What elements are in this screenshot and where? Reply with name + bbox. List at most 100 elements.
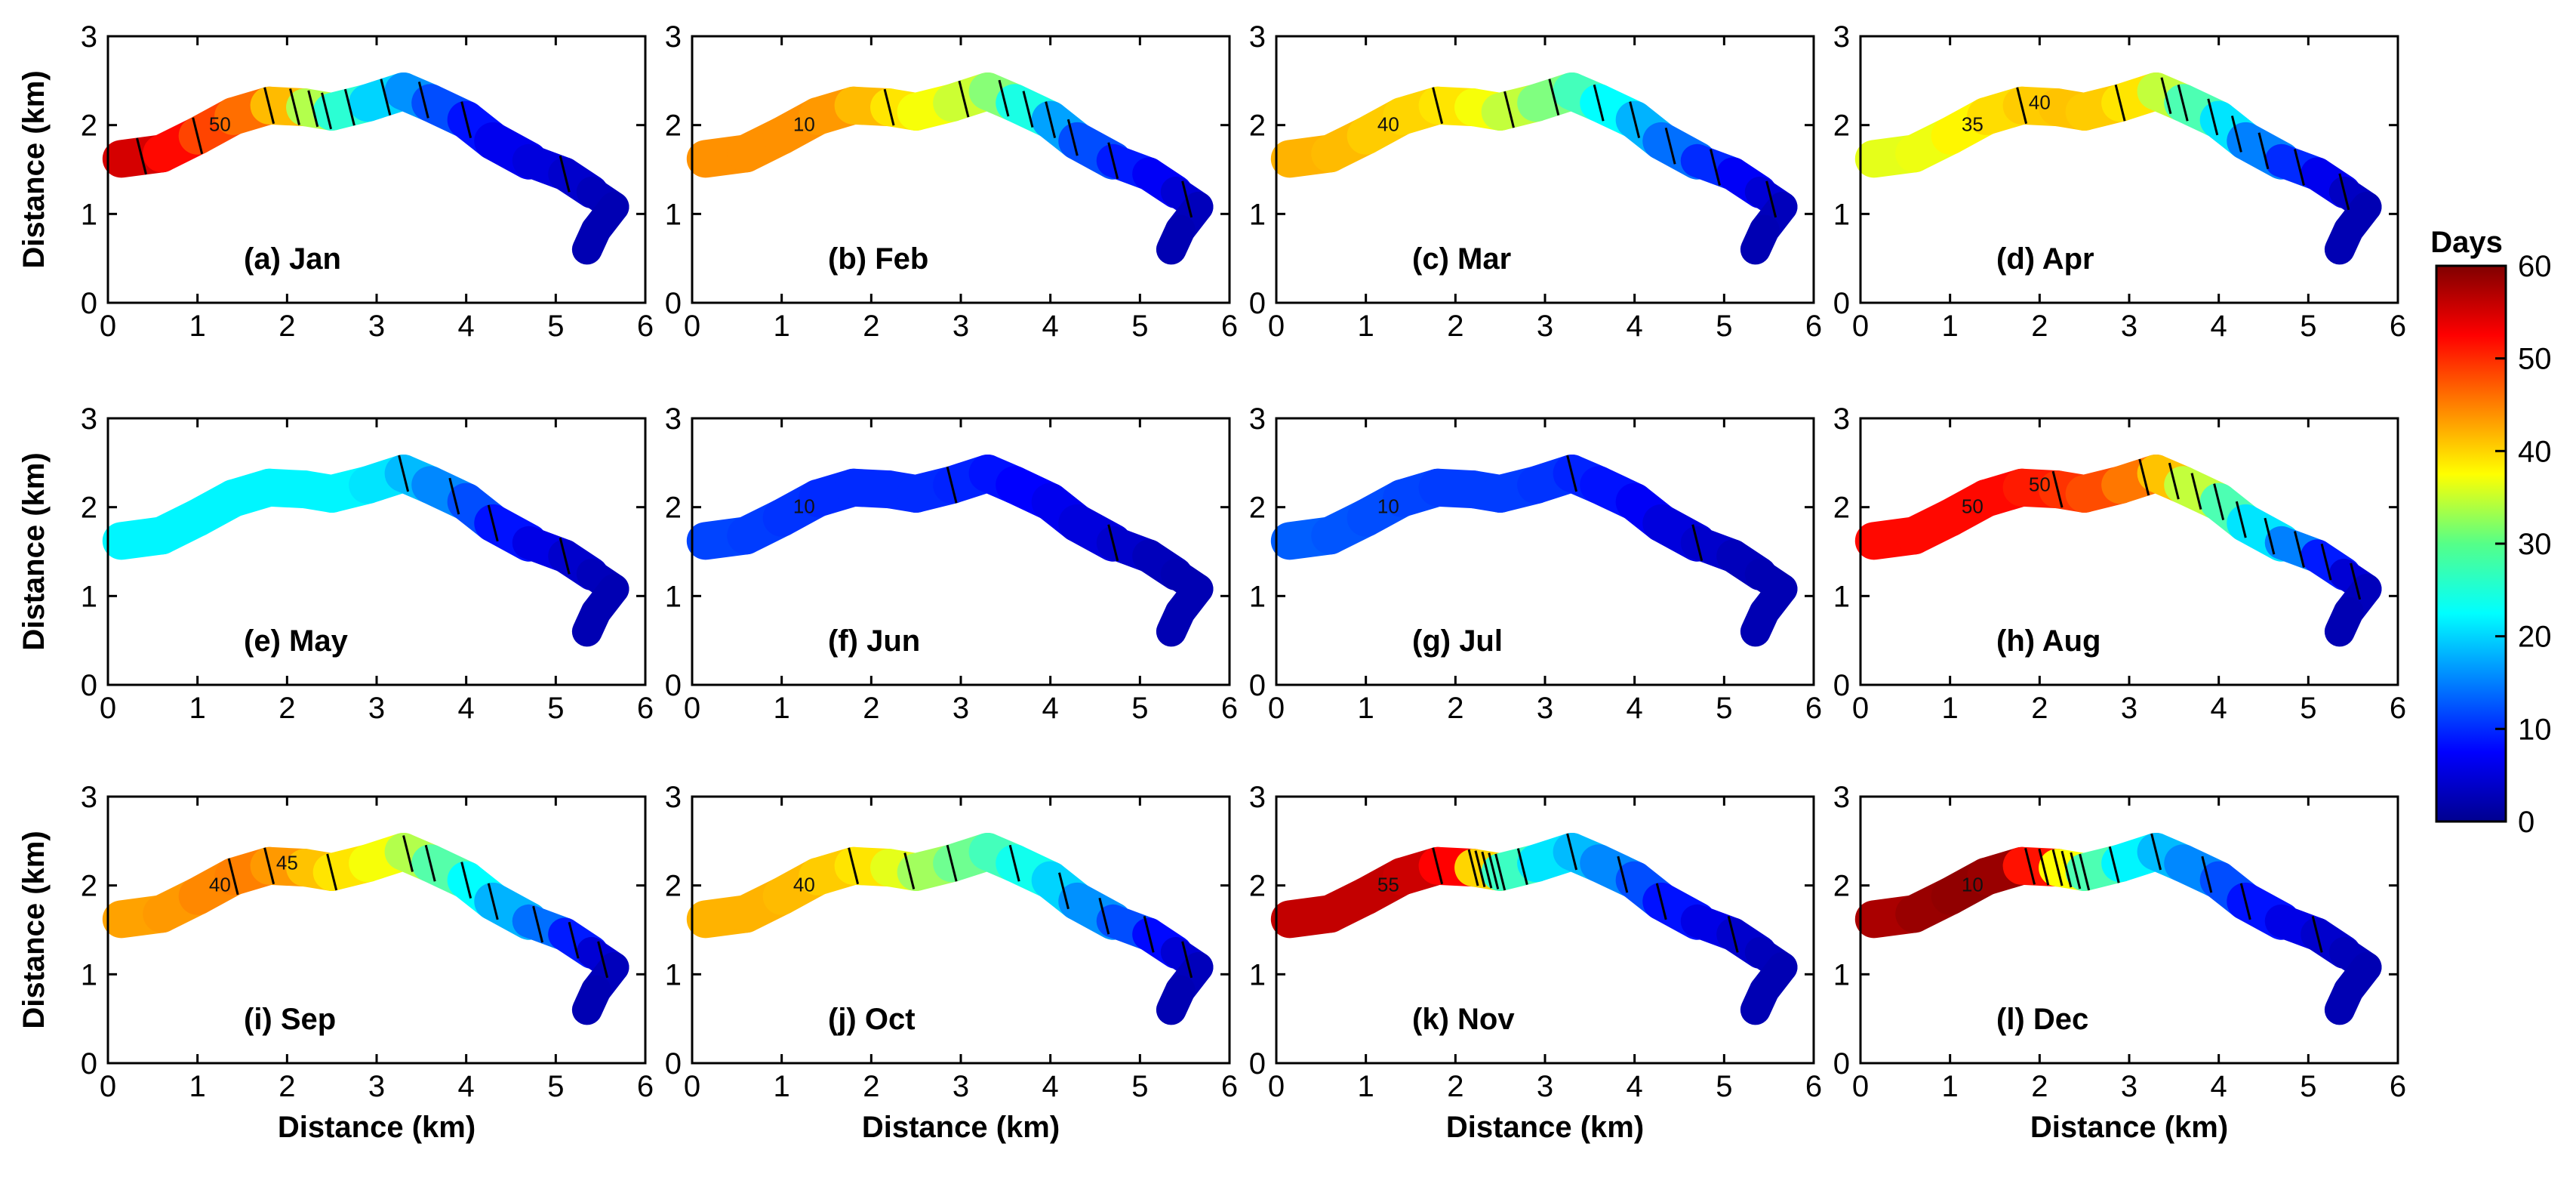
channel-segment (571, 214, 611, 265)
y-tick-label: 1 (1249, 580, 1266, 613)
channel-segment (2324, 975, 2364, 1025)
contour-line (1664, 127, 1676, 165)
x-tick-label: 2 (279, 310, 295, 343)
y-tick-label: 3 (665, 402, 682, 436)
x-tick-label: 2 (2031, 692, 2048, 725)
panel-7: 10 0 1 2 3 4 5 6 0 1 2 3 (g) Jul (1249, 402, 1822, 725)
colorbar: Days 0 10 20 30 40 50 60 (2430, 226, 2551, 839)
contour-line (192, 117, 204, 155)
x-tick-label: 1 (774, 310, 790, 343)
x-tick-label: 2 (863, 310, 879, 343)
x-tick-label: 4 (458, 1070, 475, 1103)
x-tick-label: 1 (1358, 310, 1374, 343)
contour-line (1143, 916, 1155, 953)
y-tick-label: 2 (665, 870, 682, 903)
x-tick-label: 3 (1537, 1070, 1553, 1103)
x-tick-label: 0 (100, 692, 116, 725)
panel-5: 0 1 2 3 4 5 6 0 1 2 3 (e) May Distance (km) (17, 402, 654, 725)
contour-line (532, 905, 544, 943)
contour-line (2114, 84, 2126, 122)
panel-label: (c) Mar (1412, 242, 1511, 276)
contour-line (2150, 833, 2162, 871)
y-tick-label: 0 (1249, 287, 1266, 320)
contour-line (1181, 941, 1193, 979)
contour-line (2108, 846, 2120, 883)
x-axis-title: Distance (km) (278, 1111, 475, 1144)
y-tick-label: 1 (665, 198, 682, 231)
contour-line (307, 90, 319, 128)
y-axis-title: Distance (km) (17, 452, 51, 650)
contour-line (263, 87, 275, 125)
x-tick-label: 0 (684, 1070, 700, 1103)
y-tick-label: 2 (665, 109, 682, 143)
contour-line (2070, 852, 2082, 889)
contour-line (1566, 455, 1578, 492)
contour-label: 40 (793, 874, 815, 896)
y-tick-label: 0 (81, 1047, 97, 1081)
contour-line (1710, 149, 1721, 186)
contour-line (1022, 91, 1034, 128)
colorbar-tick-label: 30 (2518, 528, 2552, 561)
contour-line (2160, 77, 2172, 115)
contour-label: 10 (793, 113, 815, 136)
y-tick-label: 2 (1249, 870, 1266, 903)
contour-line (559, 538, 571, 575)
channel-segment (571, 597, 611, 647)
x-tick-label: 4 (458, 310, 475, 343)
y-tick-label: 1 (1833, 198, 1850, 231)
contour-label: 50 (1962, 495, 1984, 518)
panel-label: (i) Sep (244, 1003, 336, 1036)
contour-line (597, 941, 609, 979)
contour-label: 50 (209, 113, 231, 136)
x-tick-label: 0 (1268, 310, 1285, 343)
contour-line (1691, 524, 1703, 562)
contour-line (946, 466, 958, 504)
x-tick-label: 2 (279, 1070, 295, 1103)
y-tick-label: 1 (81, 580, 97, 613)
contour-line (2079, 853, 2091, 891)
colorbar-tick-label: 20 (2518, 621, 2552, 654)
y-tick-label: 3 (81, 781, 97, 814)
contour-line (2138, 458, 2150, 496)
channel-segment (1740, 597, 1780, 647)
contour-line (559, 156, 571, 193)
x-tick-label: 6 (2390, 310, 2406, 343)
contour-line (2294, 531, 2305, 568)
x-tick-label: 0 (684, 692, 700, 725)
contour-line (343, 88, 355, 126)
contour-line (289, 88, 300, 125)
x-tick-label: 1 (774, 692, 790, 725)
y-tick-label: 2 (665, 492, 682, 525)
contour-line (487, 504, 499, 542)
x-axis-title: Distance (km) (1446, 1111, 1644, 1144)
y-tick-label: 3 (665, 781, 682, 814)
contour-line (848, 847, 860, 885)
contour-line (2264, 517, 2276, 555)
contour-line (1181, 180, 1193, 218)
x-tick-label: 2 (863, 1070, 879, 1103)
x-tick-label: 6 (1221, 692, 1238, 725)
contour-label: 40 (1377, 113, 1399, 136)
contour-line (136, 137, 147, 175)
x-tick-label: 3 (368, 1070, 385, 1103)
y-tick-label: 2 (81, 109, 97, 143)
x-tick-label: 3 (953, 1070, 969, 1103)
x-tick-label: 6 (1805, 1070, 1822, 1103)
x-tick-label: 2 (2031, 310, 2048, 343)
contour-line (2168, 462, 2180, 500)
contour-label: 10 (1377, 495, 1399, 518)
x-tick-label: 4 (2211, 1070, 2227, 1103)
contour-label: 40 (2029, 91, 2051, 113)
panel-label: (j) Oct (828, 1003, 916, 1036)
contour-line (2294, 149, 2305, 186)
contour-line (1548, 79, 1560, 116)
contour-line (1765, 180, 1777, 218)
x-tick-label: 1 (1942, 1070, 1959, 1103)
y-tick-label: 0 (81, 669, 97, 702)
contour-line (883, 88, 895, 126)
y-tick-label: 0 (1833, 669, 1850, 702)
x-tick-label: 3 (2121, 692, 2137, 725)
contour-line (1494, 853, 1507, 891)
x-tick-label: 2 (863, 692, 879, 725)
panel-label: (d) Apr (1996, 242, 2094, 276)
